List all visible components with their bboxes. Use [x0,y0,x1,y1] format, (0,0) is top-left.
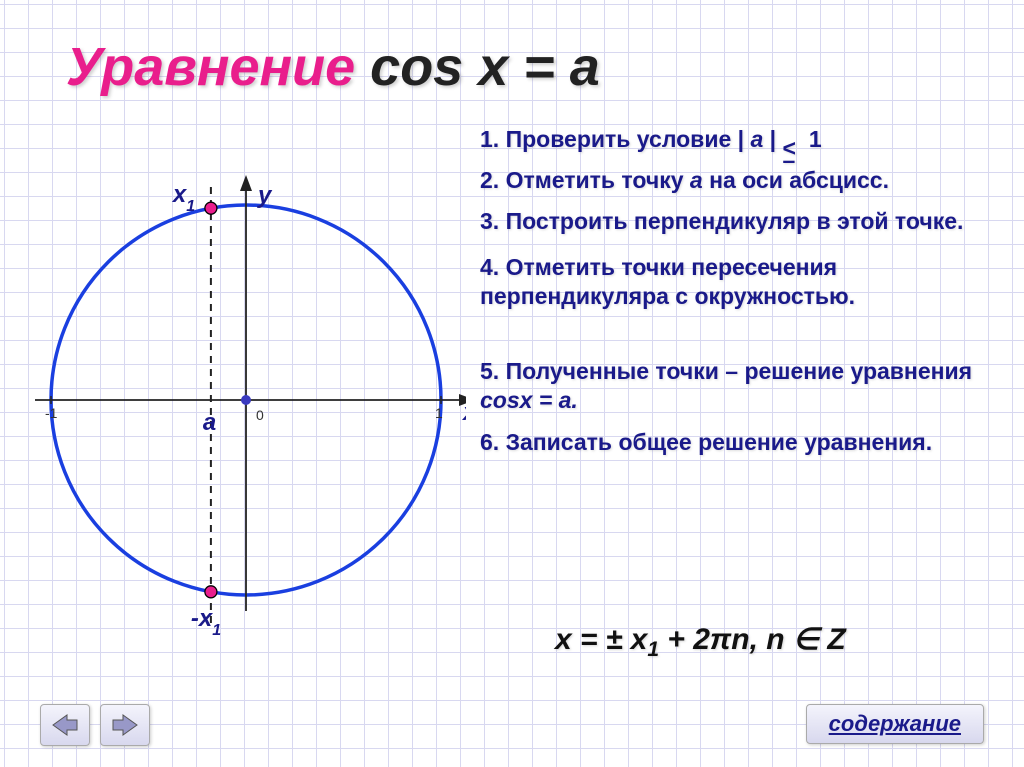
nav-arrows [40,704,150,746]
svg-text:a: a [203,409,216,436]
steps-list: 1. Проверить условие | a | <– 1 2. Отмет… [480,125,1000,469]
toc-button[interactable]: содержание [806,704,984,744]
step-5: 5. Полученные точки – решение уравнения … [480,357,1000,415]
title-equation: cos x = a [355,37,600,97]
solution-formula: x = ± x1 + 2πn, n ∈ Z [555,622,846,662]
svg-text:x1: x1 [171,181,195,215]
step-3: 3. Построить перпендикуляр в этой точке. [480,207,1000,236]
step-6: 6. Записать общее решение уравнения. [480,428,1000,457]
title-prefix: Уравнение [66,37,355,97]
unit-circle-chart: xya0-11x1-x1 [26,145,466,665]
step-2: 2. Отметить точку a на оси абсцисс. [480,166,1000,195]
svg-text:-x1: -x1 [191,605,221,639]
arrow-right-icon [111,713,139,737]
step-1: 1. Проверить условие | a | <– 1 [480,125,1000,154]
svg-text:-1: -1 [45,405,58,421]
arrow-left-icon [51,713,79,737]
prev-button[interactable] [40,704,90,746]
step-4: 4. Отметить точки пересечения перпендику… [480,253,1000,311]
svg-text:1: 1 [435,405,443,421]
page-title: Уравнение cos x = a [66,36,600,98]
next-button[interactable] [100,704,150,746]
svg-text:y: y [257,182,273,209]
svg-text:0: 0 [256,407,264,423]
